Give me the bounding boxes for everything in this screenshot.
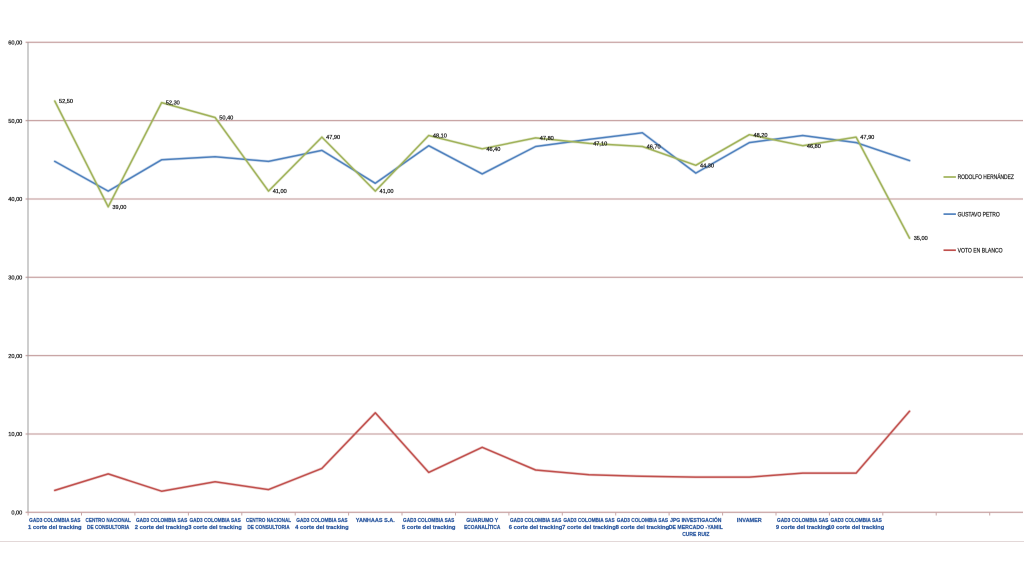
svg-text:9 corte del tracking: 9 corte del tracking [776, 525, 830, 531]
svg-text:GUSTAVO PETRO: GUSTAVO PETRO [958, 211, 1000, 218]
svg-text:GUARUMO Y: GUARUMO Y [466, 518, 498, 524]
svg-text:GAD3 COLOMBIA SAS: GAD3 COLOMBIA SAS [403, 518, 455, 524]
svg-text:44,30: 44,30 [700, 163, 715, 169]
svg-text:GAD3 COLOMBIA SAS: GAD3 COLOMBIA SAS [296, 518, 348, 524]
svg-text:CENTRO NACIONAL: CENTRO NACIONAL [246, 518, 292, 524]
svg-text:48,20: 48,20 [754, 133, 769, 139]
svg-text:6 corte del tracking: 6 corte del tracking [509, 525, 563, 531]
svg-text:41,00: 41,00 [273, 189, 288, 195]
svg-text:47,80: 47,80 [540, 136, 555, 142]
svg-text:GAD3 COLOMBIA SAS: GAD3 COLOMBIA SAS [830, 518, 882, 524]
svg-text:GAD3 COLOMBIA SAS: GAD3 COLOMBIA SAS [563, 518, 615, 524]
svg-text:3 corte del tracking: 3 corte del tracking [188, 525, 242, 531]
svg-text:YANHAAS S.A.: YANHAAS S.A. [356, 518, 395, 524]
svg-text:10,00: 10,00 [8, 432, 23, 438]
svg-text:4 corte del tracking: 4 corte del tracking [295, 525, 349, 531]
svg-text:GAD3 COLOMBIA SAS: GAD3 COLOMBIA SAS [189, 518, 241, 524]
svg-text:0,00: 0,00 [11, 511, 23, 517]
svg-text:JPG INVESTIGACIÓN: JPG INVESTIGACIÓN [670, 516, 721, 524]
svg-text:VOTO EN BLANCO: VOTO EN BLANCO [958, 247, 1003, 254]
svg-text:INVAMER: INVAMER [737, 518, 762, 524]
svg-text:GAD3 COLOMBIA SAS: GAD3 COLOMBIA SAS [510, 518, 562, 524]
svg-text:5 corte del tracking: 5 corte del tracking [402, 525, 456, 531]
svg-text:DE CONSULTORIA: DE CONSULTORIA [87, 525, 129, 531]
svg-text:RODOLFO HERNÁNDEZ: RODOLFO HERNÁNDEZ [958, 174, 1014, 181]
svg-text:52,50: 52,50 [59, 99, 74, 105]
svg-text:8 corte del tracking: 8 corte del tracking [616, 525, 670, 531]
svg-text:CURE RUIZ: CURE RUIZ [682, 532, 710, 538]
svg-text:35,00: 35,00 [914, 236, 929, 242]
svg-text:CENTRO NACIONAL: CENTRO NACIONAL [86, 518, 132, 524]
svg-text:DE MERCADO -YAMIL: DE MERCADO -YAMIL [669, 525, 724, 531]
svg-text:60,00: 60,00 [8, 41, 23, 47]
svg-text:30,00: 30,00 [8, 276, 23, 282]
svg-text:40,00: 40,00 [8, 197, 23, 203]
svg-text:DE CONSULTORIA: DE CONSULTORIA [247, 525, 289, 531]
svg-text:50,40: 50,40 [219, 116, 234, 122]
svg-text:GAD3 COLOMBIA SAS: GAD3 COLOMBIA SAS [136, 518, 188, 524]
svg-text:GAD3 COLOMBIA SAS: GAD3 COLOMBIA SAS [29, 518, 81, 524]
svg-text:10 corte del tracking: 10 corte del tracking [828, 525, 885, 531]
svg-text:46,40: 46,40 [486, 147, 501, 153]
svg-text:2 corte del tracking: 2 corte del tracking [135, 525, 189, 531]
svg-text:47,10: 47,10 [593, 142, 608, 148]
svg-text:1 corte del tracking: 1 corte del tracking [28, 525, 82, 531]
svg-text:7 corte del tracking: 7 corte del tracking [562, 525, 616, 531]
svg-text:47,90: 47,90 [326, 135, 341, 141]
svg-text:GAD3 COLOMBIA SAS: GAD3 COLOMBIA SAS [777, 518, 829, 524]
svg-text:20,00: 20,00 [8, 354, 23, 360]
svg-text:41,00: 41,00 [380, 189, 395, 195]
svg-text:39,00: 39,00 [112, 205, 127, 211]
svg-text:52,30: 52,30 [166, 101, 181, 107]
svg-text:46,70: 46,70 [647, 145, 662, 151]
svg-text:ECOANALÍTICA: ECOANALÍTICA [464, 523, 500, 531]
svg-text:50,00: 50,00 [8, 119, 23, 125]
svg-text:46,80: 46,80 [807, 144, 822, 150]
svg-text:47,90: 47,90 [860, 135, 875, 141]
svg-text:48,10: 48,10 [433, 134, 448, 140]
svg-text:GAD3 COLOMBIA SAS: GAD3 COLOMBIA SAS [617, 518, 669, 524]
